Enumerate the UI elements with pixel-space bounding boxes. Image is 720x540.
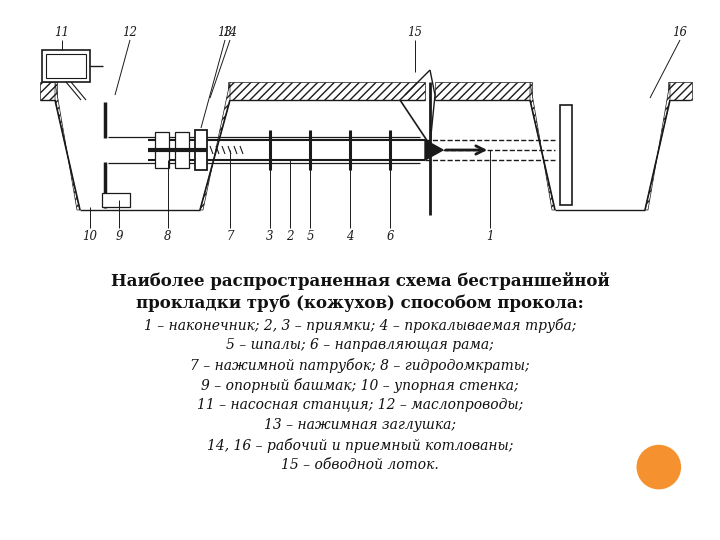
Bar: [42, 50, 90, 82]
Text: 13: 13: [217, 25, 233, 38]
Bar: [435, 82, 532, 100]
Bar: [102, 193, 130, 207]
Bar: [175, 132, 189, 168]
Text: 10: 10: [83, 230, 97, 242]
Circle shape: [637, 446, 680, 489]
Polygon shape: [645, 82, 670, 210]
Polygon shape: [55, 82, 80, 210]
Bar: [155, 132, 169, 168]
Bar: [228, 82, 425, 100]
Text: 7: 7: [226, 230, 234, 242]
Text: 7 – нажимной патрубок; 8 – гидродомкраты;: 7 – нажимной патрубок; 8 – гидродомкраты…: [190, 358, 530, 373]
Text: 1: 1: [486, 230, 494, 242]
Text: 14, 16 – рабочий и приемный котлованы;: 14, 16 – рабочий и приемный котлованы;: [207, 438, 513, 453]
Polygon shape: [200, 82, 230, 210]
Text: 6: 6: [386, 230, 394, 242]
Text: 12: 12: [122, 25, 138, 38]
Text: 16: 16: [672, 25, 688, 38]
Polygon shape: [530, 82, 555, 210]
Bar: [195, 130, 207, 170]
Text: 11: 11: [55, 25, 70, 38]
Text: 2: 2: [287, 230, 294, 242]
Text: прокладки труб (кожухов) способом прокола:: прокладки труб (кожухов) способом прокол…: [136, 294, 584, 312]
Text: 1 – наконечник; 2, 3 – приямки; 4 – прокалываемая труба;: 1 – наконечник; 2, 3 – приямки; 4 – прок…: [144, 318, 576, 333]
Text: 4: 4: [346, 230, 354, 242]
Text: 5: 5: [306, 230, 314, 242]
Text: 9 – опорный башмак; 10 – упорная стенка;: 9 – опорный башмак; 10 – упорная стенка;: [201, 378, 519, 393]
Text: 3: 3: [266, 230, 274, 242]
Polygon shape: [425, 140, 443, 160]
Text: 5 – шпалы; 6 – направляющая рама;: 5 – шпалы; 6 – направляющая рама;: [226, 338, 494, 352]
Bar: [668, 82, 692, 100]
Text: 14: 14: [222, 25, 238, 38]
Bar: [40, 82, 57, 100]
Text: 15: 15: [408, 25, 423, 38]
Text: 9: 9: [115, 230, 122, 242]
Text: 8: 8: [164, 230, 172, 242]
Bar: [46, 54, 86, 78]
Text: 15 – обводной лоток.: 15 – обводной лоток.: [281, 458, 439, 472]
Text: Наиболее распространенная схема бестраншейной: Наиболее распространенная схема бестранш…: [111, 272, 609, 290]
Text: 11 – насосная станция; 12 – маслопроводы;: 11 – насосная станция; 12 – маслопроводы…: [197, 398, 523, 412]
Bar: [560, 105, 572, 205]
Text: 13 – нажимная заглушка;: 13 – нажимная заглушка;: [264, 418, 456, 432]
